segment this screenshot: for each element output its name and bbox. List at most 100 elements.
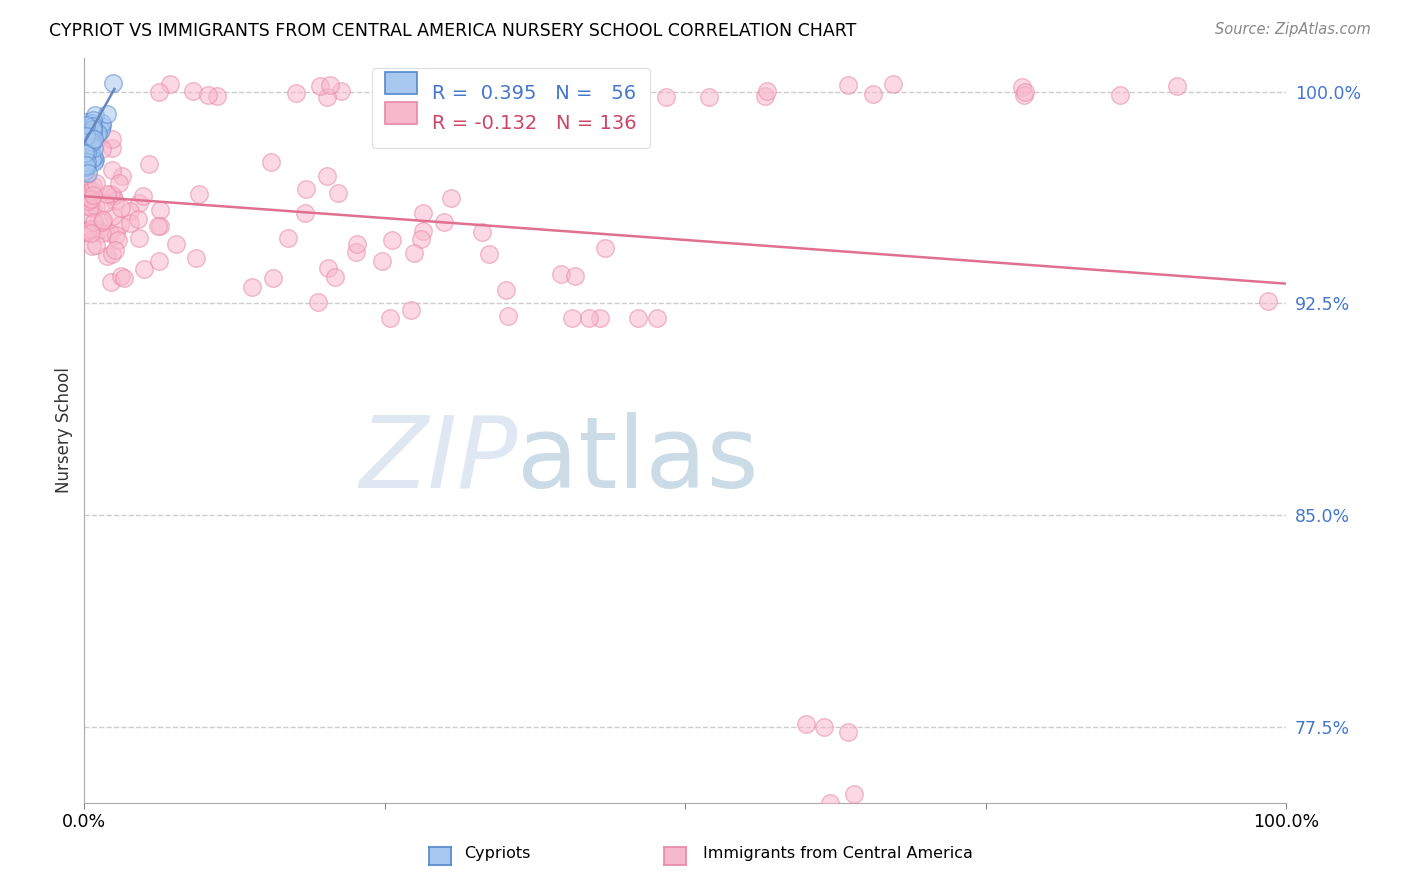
Point (101, 76, 124, 90)
Point (399, 302, 422, 317)
Point (515, 80, 537, 95)
Point (108, 219, 131, 233)
Point (84, 177, 107, 191)
Point (103, 194, 125, 209)
Point (80, 184, 103, 198)
Point (77, 125, 100, 139)
Point (1166, 79, 1188, 94)
Point (77, 166, 100, 180)
Point (86, 127, 108, 141)
Point (73, 131, 96, 145)
Point (76, 141, 98, 155)
Point (128, 231, 150, 245)
Point (83, 153, 105, 168)
Point (412, 206, 434, 220)
Point (82, 119, 104, 133)
Point (103, 210, 125, 224)
Point (83, 154, 105, 169)
Point (381, 233, 404, 247)
Point (84, 200, 107, 214)
Point (101, 132, 124, 146)
Point (79, 141, 101, 155)
Point (492, 82, 515, 96)
Point (837, 78, 859, 92)
Text: Source: ZipAtlas.com: Source: ZipAtlas.com (1215, 22, 1371, 37)
Point (260, 155, 283, 169)
Point (76, 141, 98, 155)
Point (82, 116, 104, 130)
Point (80, 120, 103, 134)
Point (82, 187, 104, 202)
Point (402, 245, 425, 260)
Point (79, 200, 101, 214)
Point (101, 246, 124, 260)
Point (159, 78, 181, 92)
Point (76, 159, 98, 173)
Point (100, 275, 122, 289)
Point (1012, 88, 1035, 103)
Point (316, 169, 339, 184)
Point (73, 157, 96, 171)
Point (76, 146, 98, 161)
Point (79, 143, 101, 157)
Point (794, 716, 817, 731)
Point (75, 115, 97, 129)
Point (433, 214, 456, 228)
Point (84, 132, 107, 146)
Point (83, 215, 105, 229)
Point (440, 191, 463, 205)
Point (82, 122, 104, 136)
Point (371, 253, 394, 268)
Point (697, 90, 720, 104)
Point (107, 233, 129, 247)
Point (86, 127, 108, 141)
Point (82, 125, 104, 139)
Point (96, 186, 118, 201)
Point (149, 219, 172, 234)
Point (550, 268, 572, 282)
Point (818, 796, 841, 810)
Point (77, 207, 100, 221)
Point (75, 129, 97, 144)
Point (132, 189, 155, 203)
Point (82, 125, 104, 139)
Point (412, 223, 434, 237)
Point (149, 202, 172, 217)
Point (148, 219, 170, 234)
Point (80, 139, 103, 153)
Point (84, 238, 107, 252)
Text: atlas: atlas (517, 412, 759, 508)
Point (495, 283, 517, 297)
Point (384, 90, 406, 104)
Point (96, 107, 118, 121)
Point (76, 178, 98, 192)
Point (564, 269, 586, 284)
Point (76, 159, 98, 173)
Point (319, 78, 342, 92)
Point (80, 226, 103, 240)
Point (91, 212, 114, 227)
Point (756, 84, 779, 98)
Point (107, 177, 129, 191)
Point (73, 164, 96, 178)
Point (186, 251, 208, 265)
Point (344, 244, 367, 259)
Legend: R =  0.395   N =   56, R = -0.132   N = 136: R = 0.395 N = 56, R = -0.132 N = 136 (371, 68, 651, 147)
Point (96, 249, 118, 263)
Y-axis label: Nursery School: Nursery School (55, 368, 73, 493)
Point (83, 141, 105, 155)
Point (346, 236, 368, 251)
Point (90, 143, 112, 157)
Point (1014, 85, 1036, 99)
Point (101, 162, 124, 177)
Point (104, 243, 127, 257)
Point (1011, 79, 1033, 94)
Point (496, 309, 519, 323)
Point (73, 146, 96, 161)
Point (73, 140, 96, 154)
Text: ZIP: ZIP (359, 412, 517, 508)
Point (294, 205, 316, 219)
Point (82, 152, 104, 166)
Point (101, 189, 124, 203)
Point (77, 223, 100, 237)
